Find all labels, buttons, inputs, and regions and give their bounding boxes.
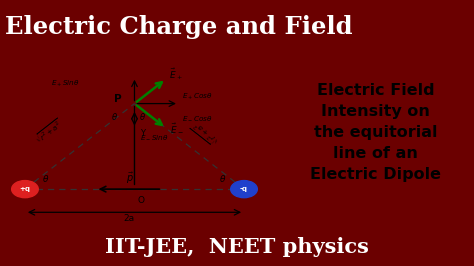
Text: +q: +q (19, 186, 30, 192)
Text: -q: -q (240, 186, 248, 192)
Text: Electric Field
Intensity on
the equitorial
line of an
Electric Dipole: Electric Field Intensity on the equitori… (310, 83, 441, 182)
Text: $\vec{E}_+$: $\vec{E}_+$ (169, 67, 182, 82)
Text: $E_-Sin\theta$: $E_-Sin\theta$ (140, 134, 169, 141)
Circle shape (231, 181, 257, 198)
Text: O: O (137, 196, 144, 205)
Text: $\sqrt{r^2+a^2}$: $\sqrt{r^2+a^2}$ (33, 117, 66, 147)
Text: $E_+Cos\theta$: $E_+Cos\theta$ (182, 92, 212, 102)
Text: P: P (114, 94, 121, 104)
Text: IIT-JEE,  NEET physics: IIT-JEE, NEET physics (105, 238, 369, 257)
Text: $E_+Sin\theta$: $E_+Sin\theta$ (51, 79, 80, 89)
Text: 2a: 2a (123, 214, 135, 223)
Text: Electric Charge and Field: Electric Charge and Field (5, 15, 352, 39)
Text: Y: Y (140, 129, 145, 138)
Text: $E_-Cos\theta$: $E_-Cos\theta$ (182, 114, 212, 122)
Text: $\vec{p}$: $\vec{p}$ (126, 171, 134, 186)
Text: $\theta$: $\theta$ (219, 173, 227, 184)
Text: $\sqrt{r^2+a^2}$: $\sqrt{r^2+a^2}$ (189, 117, 223, 147)
Text: $\theta$: $\theta$ (138, 111, 146, 122)
Circle shape (12, 181, 38, 198)
Text: $\theta$: $\theta$ (111, 111, 118, 122)
Text: $\vec{E}_-$: $\vec{E}_-$ (170, 121, 184, 134)
Text: $\theta$: $\theta$ (42, 173, 49, 184)
